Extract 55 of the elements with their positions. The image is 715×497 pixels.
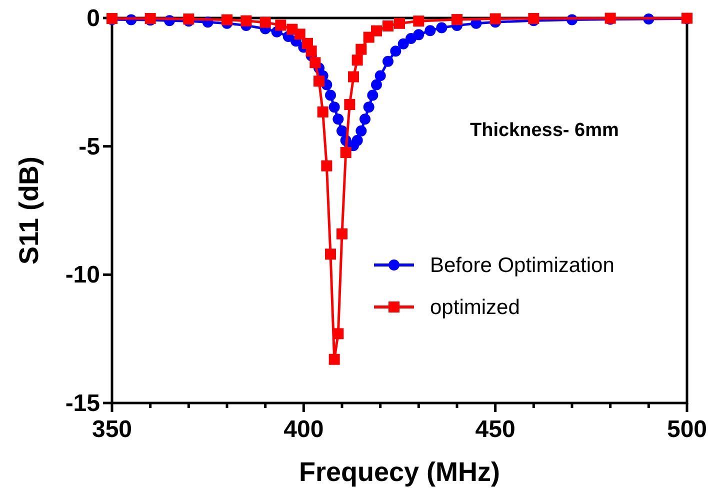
point bbox=[321, 160, 332, 172]
point bbox=[348, 71, 359, 82]
y-axis-title: S11 (dB) bbox=[14, 156, 44, 265]
point bbox=[317, 106, 328, 118]
x-tick-label: 500 bbox=[666, 416, 708, 443]
point bbox=[336, 125, 348, 136]
point bbox=[398, 38, 409, 50]
point bbox=[344, 98, 356, 110]
point bbox=[332, 114, 344, 125]
point bbox=[390, 46, 402, 57]
point bbox=[306, 46, 317, 57]
point bbox=[382, 20, 394, 32]
point bbox=[424, 25, 436, 36]
y-tick-label: -5 bbox=[78, 133, 100, 160]
point bbox=[356, 125, 367, 136]
point bbox=[413, 29, 424, 40]
x-tick-label: 400 bbox=[284, 416, 324, 443]
point bbox=[332, 328, 344, 340]
point bbox=[328, 354, 340, 365]
point bbox=[452, 14, 462, 26]
point bbox=[356, 44, 367, 55]
point bbox=[336, 228, 348, 240]
point bbox=[240, 15, 252, 26]
x-axis-title: Frequecy (MHz) bbox=[298, 457, 500, 487]
point bbox=[325, 90, 336, 101]
point bbox=[436, 22, 448, 34]
point bbox=[325, 248, 336, 260]
point bbox=[394, 18, 405, 29]
point bbox=[352, 134, 363, 146]
y-tick-label: 0 bbox=[86, 5, 100, 32]
point bbox=[374, 70, 386, 82]
point bbox=[275, 20, 286, 31]
point bbox=[340, 146, 352, 158]
x-tick-label: 450 bbox=[475, 416, 516, 443]
point bbox=[294, 28, 306, 40]
point bbox=[371, 79, 382, 90]
point bbox=[367, 90, 378, 101]
point bbox=[382, 56, 394, 67]
x-tick-label: 350 bbox=[92, 416, 132, 443]
legend-label: Before Optimization bbox=[430, 254, 614, 277]
point bbox=[413, 16, 424, 27]
point bbox=[363, 102, 374, 113]
point bbox=[328, 102, 340, 113]
point bbox=[314, 76, 324, 87]
point bbox=[371, 25, 382, 36]
legend-label: optimized bbox=[430, 296, 520, 319]
annotation: Thickness- 6mm bbox=[470, 120, 619, 141]
point bbox=[222, 14, 232, 26]
y-tick-label: -10 bbox=[65, 262, 100, 289]
y-tick-label: -15 bbox=[65, 390, 100, 417]
point bbox=[310, 57, 321, 68]
point bbox=[260, 16, 271, 28]
point bbox=[360, 114, 370, 125]
point bbox=[490, 13, 501, 24]
point bbox=[352, 54, 363, 66]
